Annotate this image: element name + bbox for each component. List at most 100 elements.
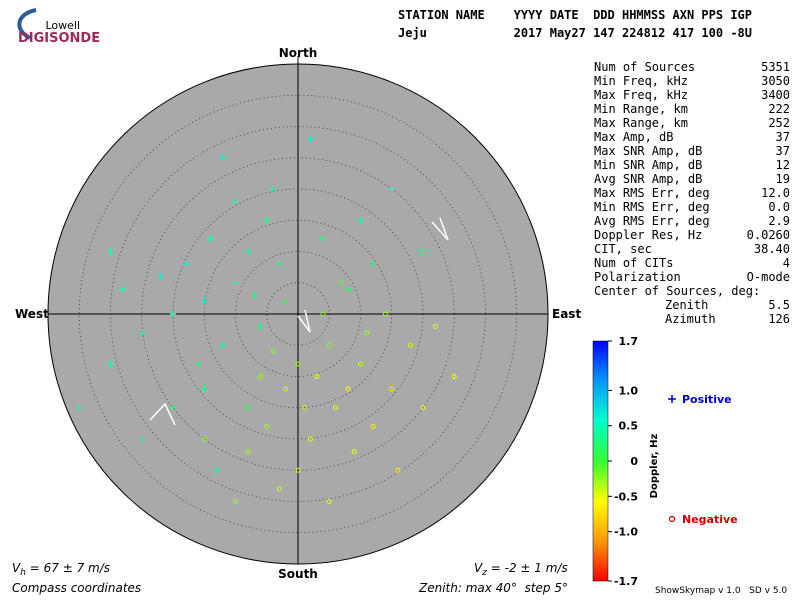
stat-label: Num of CITs (594, 256, 673, 270)
source-positive (245, 248, 251, 255)
vh-sub: h (20, 568, 26, 578)
source-positive (195, 361, 201, 367)
stat-value: 38.40 (754, 242, 790, 256)
source-negative (395, 467, 401, 473)
source-positive (251, 292, 258, 299)
source-positive (276, 261, 283, 267)
colorbar-label: Doppler, Hz (649, 434, 660, 499)
velocity-arrow (431, 217, 449, 241)
source-positive (170, 311, 176, 317)
source-positive (357, 217, 364, 224)
direction-label: West (15, 307, 49, 321)
direction-label: East (552, 307, 581, 321)
center-value: 5.5 (768, 298, 790, 312)
zenith-note: Zenith: max 40° step 5° (418, 581, 568, 595)
source-positive (388, 186, 395, 192)
legend-marker (668, 395, 676, 403)
legend-label: Negative (682, 513, 738, 526)
stat-value: 37 (776, 144, 790, 158)
source-negative (333, 405, 338, 411)
vz-sub: z (481, 568, 487, 578)
source-negative (295, 361, 301, 367)
source-negative (383, 311, 388, 317)
coords-note: Compass coordinates (12, 581, 141, 595)
vz-text: = -2 ± 1 m/s (487, 561, 568, 575)
vh-label: Vh = 67 ± 7 m/s (12, 561, 110, 578)
source-negative (339, 280, 345, 286)
vh-symbol: V (12, 561, 21, 575)
stat-label: Avg RMS Err, deg (594, 214, 710, 228)
source-positive (220, 342, 226, 349)
colorbar-tick-label: -1.7 (614, 575, 638, 588)
side-panel: Num of Sources 5351 Min Freq, kHz 3050 Max F… (592, 60, 790, 588)
source-positive (345, 286, 351, 292)
colorbar-tick-label: 1.7 (619, 335, 639, 348)
stat-label: CIT, sec (594, 242, 652, 256)
source-negative (314, 374, 320, 379)
stat-label: Doppler Res, Hz (594, 228, 702, 242)
velocity-arrow (297, 309, 311, 333)
stat-label: Max RMS Err, deg (594, 186, 710, 200)
colorbar-tick-label: 1.0 (619, 384, 639, 397)
stat-label: Min RMS Err, deg (594, 200, 710, 214)
stat-value: 3400 (761, 88, 790, 102)
colorbar-tick-label: 0.5 (619, 420, 639, 433)
source-negative (245, 449, 251, 454)
stat-value: 37 (776, 130, 790, 144)
source-negative (351, 449, 357, 454)
source-negative (258, 374, 263, 379)
stat-label: Min Freq, kHz (594, 74, 688, 88)
stat-value: 222 (768, 102, 790, 116)
source-positive (220, 154, 226, 161)
source-positive (201, 386, 208, 392)
source-negative (301, 405, 307, 411)
logo-bottom: DIGISONDE (18, 31, 100, 46)
stat-value: 252 (768, 116, 790, 130)
stat-value: 0.0 (768, 200, 790, 214)
header-line: Jeju 2017 May27 147 224812 417 100 -8U (398, 26, 752, 40)
source-positive (420, 248, 426, 255)
source-negative (320, 311, 326, 317)
source-positive (232, 279, 239, 286)
source-positive (213, 467, 220, 474)
stat-value: 0.0260 (747, 228, 790, 242)
source-positive (307, 136, 314, 142)
source-positive (282, 298, 289, 305)
stat-value: 12 (776, 158, 790, 172)
center-label: Zenith (665, 298, 708, 312)
colorbar-tick-label: 0 (630, 455, 638, 468)
source-positive (320, 236, 326, 242)
legend-marker (668, 515, 676, 523)
source-positive (182, 261, 189, 267)
center-title: Center of Sources, deg: (594, 284, 760, 298)
source-positive (370, 261, 376, 267)
stat-label: Min Range, km (594, 102, 688, 116)
center-value: 126 (768, 312, 790, 326)
source-negative (295, 467, 301, 473)
source-negative (389, 386, 395, 392)
source-positive (138, 329, 145, 336)
source-negative (308, 436, 313, 442)
source-negative (364, 330, 370, 336)
source-positive (245, 404, 251, 411)
source-positive (201, 298, 208, 305)
source-positive (263, 217, 270, 224)
source-negative (358, 361, 363, 367)
stat-label: Polarization (594, 270, 681, 284)
stat-value: 2.9 (768, 214, 790, 228)
vz-label: Vz = -2 ± 1 m/s (474, 561, 568, 578)
source-negative (345, 386, 351, 392)
source-positive (107, 248, 114, 255)
source-negative (270, 349, 276, 354)
stat-label: Max Range, km (594, 116, 688, 130)
legend-label: Positive (682, 393, 732, 406)
source-negative (276, 486, 282, 492)
stat-label: Num of Sources (594, 60, 695, 74)
stat-label: Max Amp, dB (594, 130, 673, 144)
source-negative (201, 436, 207, 442)
colorbar (592, 340, 609, 582)
logo-top: Lowell (45, 19, 80, 32)
stat-value: 4 (783, 256, 790, 270)
source-negative (264, 424, 270, 429)
